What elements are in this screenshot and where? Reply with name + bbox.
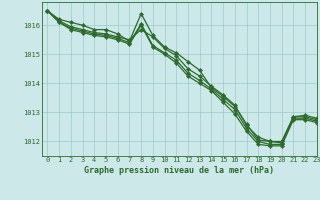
X-axis label: Graphe pression niveau de la mer (hPa): Graphe pression niveau de la mer (hPa)	[84, 166, 274, 175]
